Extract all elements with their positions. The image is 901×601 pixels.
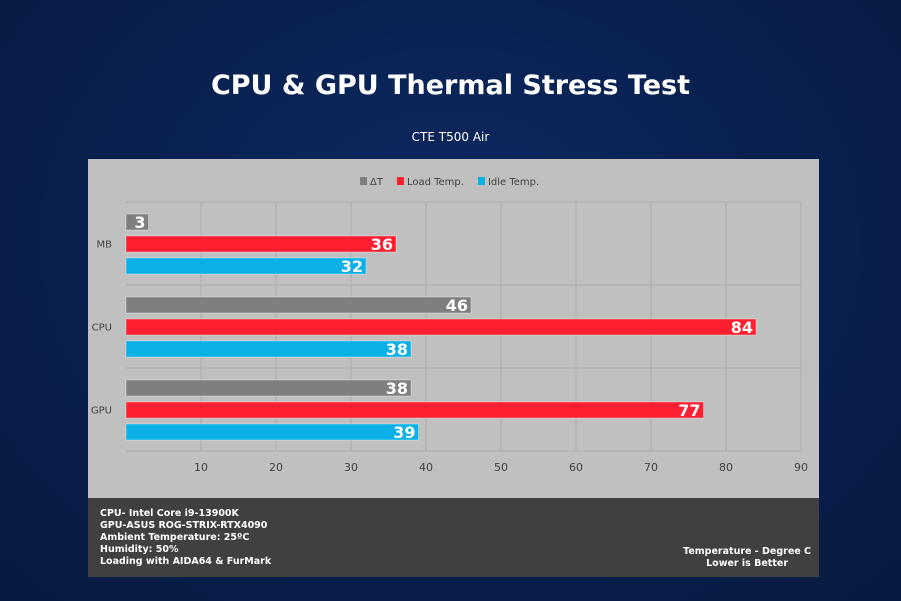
data-label: 77 [678, 401, 700, 420]
test-specs: CPU- Intel Core i9-13900K GPU-ASUS ROG-S… [100, 508, 271, 568]
chart-panel: 10 20 30 40 50 60 70 80 90 ΔT Load Temp. Idle Temp.… [88, 159, 819, 498]
bar-t [125, 296, 472, 314]
unit-note: Temperature - Degree C Lower is Better [683, 546, 811, 570]
legend-label: Load Temp. [407, 177, 464, 188]
data-label: 32 [341, 257, 363, 276]
unit-label: Temperature - Degree C [683, 546, 811, 557]
legend-label: Idle Temp. [488, 177, 539, 188]
x-tick-label: 40 [419, 461, 433, 474]
bar-loadtemp [125, 401, 704, 419]
bar-chart: 10 20 30 40 50 60 70 80 90 ΔT Load Temp. Idle Temp.… [91, 177, 808, 474]
category-label: CPU [92, 323, 112, 334]
spec-line: GPU-ASUS ROG-STRIX-RTX4090 [100, 520, 268, 531]
data-label: 38 [386, 340, 408, 359]
category-label: GPU [91, 406, 112, 417]
legend-swatch [477, 177, 485, 185]
legend-label: ΔT [370, 177, 384, 188]
x-tick-label: 50 [494, 461, 508, 474]
chart-title: CPU & GPU Thermal Stress Test [210, 70, 691, 101]
data-label: 84 [731, 318, 753, 337]
bar-idletemp [125, 423, 419, 441]
data-label: 39 [393, 423, 415, 442]
legend-swatch [360, 177, 367, 185]
data-label: 36 [371, 235, 393, 254]
spec-line: CPU- Intel Core i9-13900K [100, 508, 239, 519]
chart-footer: CPU- Intel Core i9-13900K GPU-ASUS ROG-S… [88, 498, 819, 577]
data-label: 46 [446, 296, 468, 315]
x-tick-label: 30 [344, 461, 358, 474]
bar-loadtemp [125, 318, 757, 336]
x-tick-label: 90 [794, 461, 808, 474]
x-tick-label: 60 [569, 461, 583, 474]
bar-t [125, 213, 149, 231]
legend-swatch [396, 177, 404, 185]
chart-subtitle: CTE T500 Air [411, 130, 490, 144]
spec-line: Humidity: 50% [100, 544, 179, 555]
bar-loadtemp [125, 235, 397, 253]
data-label: 38 [386, 379, 408, 398]
lower-better-label: Lower is Better [706, 558, 789, 569]
x-tick-label: 10 [194, 461, 208, 474]
bar-t [125, 379, 412, 397]
bar-idletemp [125, 340, 412, 358]
spec-line: Ambient Temperature: 25ºC [100, 532, 250, 543]
spec-line: Loading with AIDA64 & FurMark [100, 556, 272, 567]
x-tick-label: 80 [719, 461, 733, 474]
category-label: MB [97, 240, 113, 251]
bar-idletemp [125, 257, 367, 275]
x-tick-label: 20 [269, 461, 283, 474]
data-label: 3 [134, 213, 145, 232]
x-tick-label: 70 [644, 461, 658, 474]
